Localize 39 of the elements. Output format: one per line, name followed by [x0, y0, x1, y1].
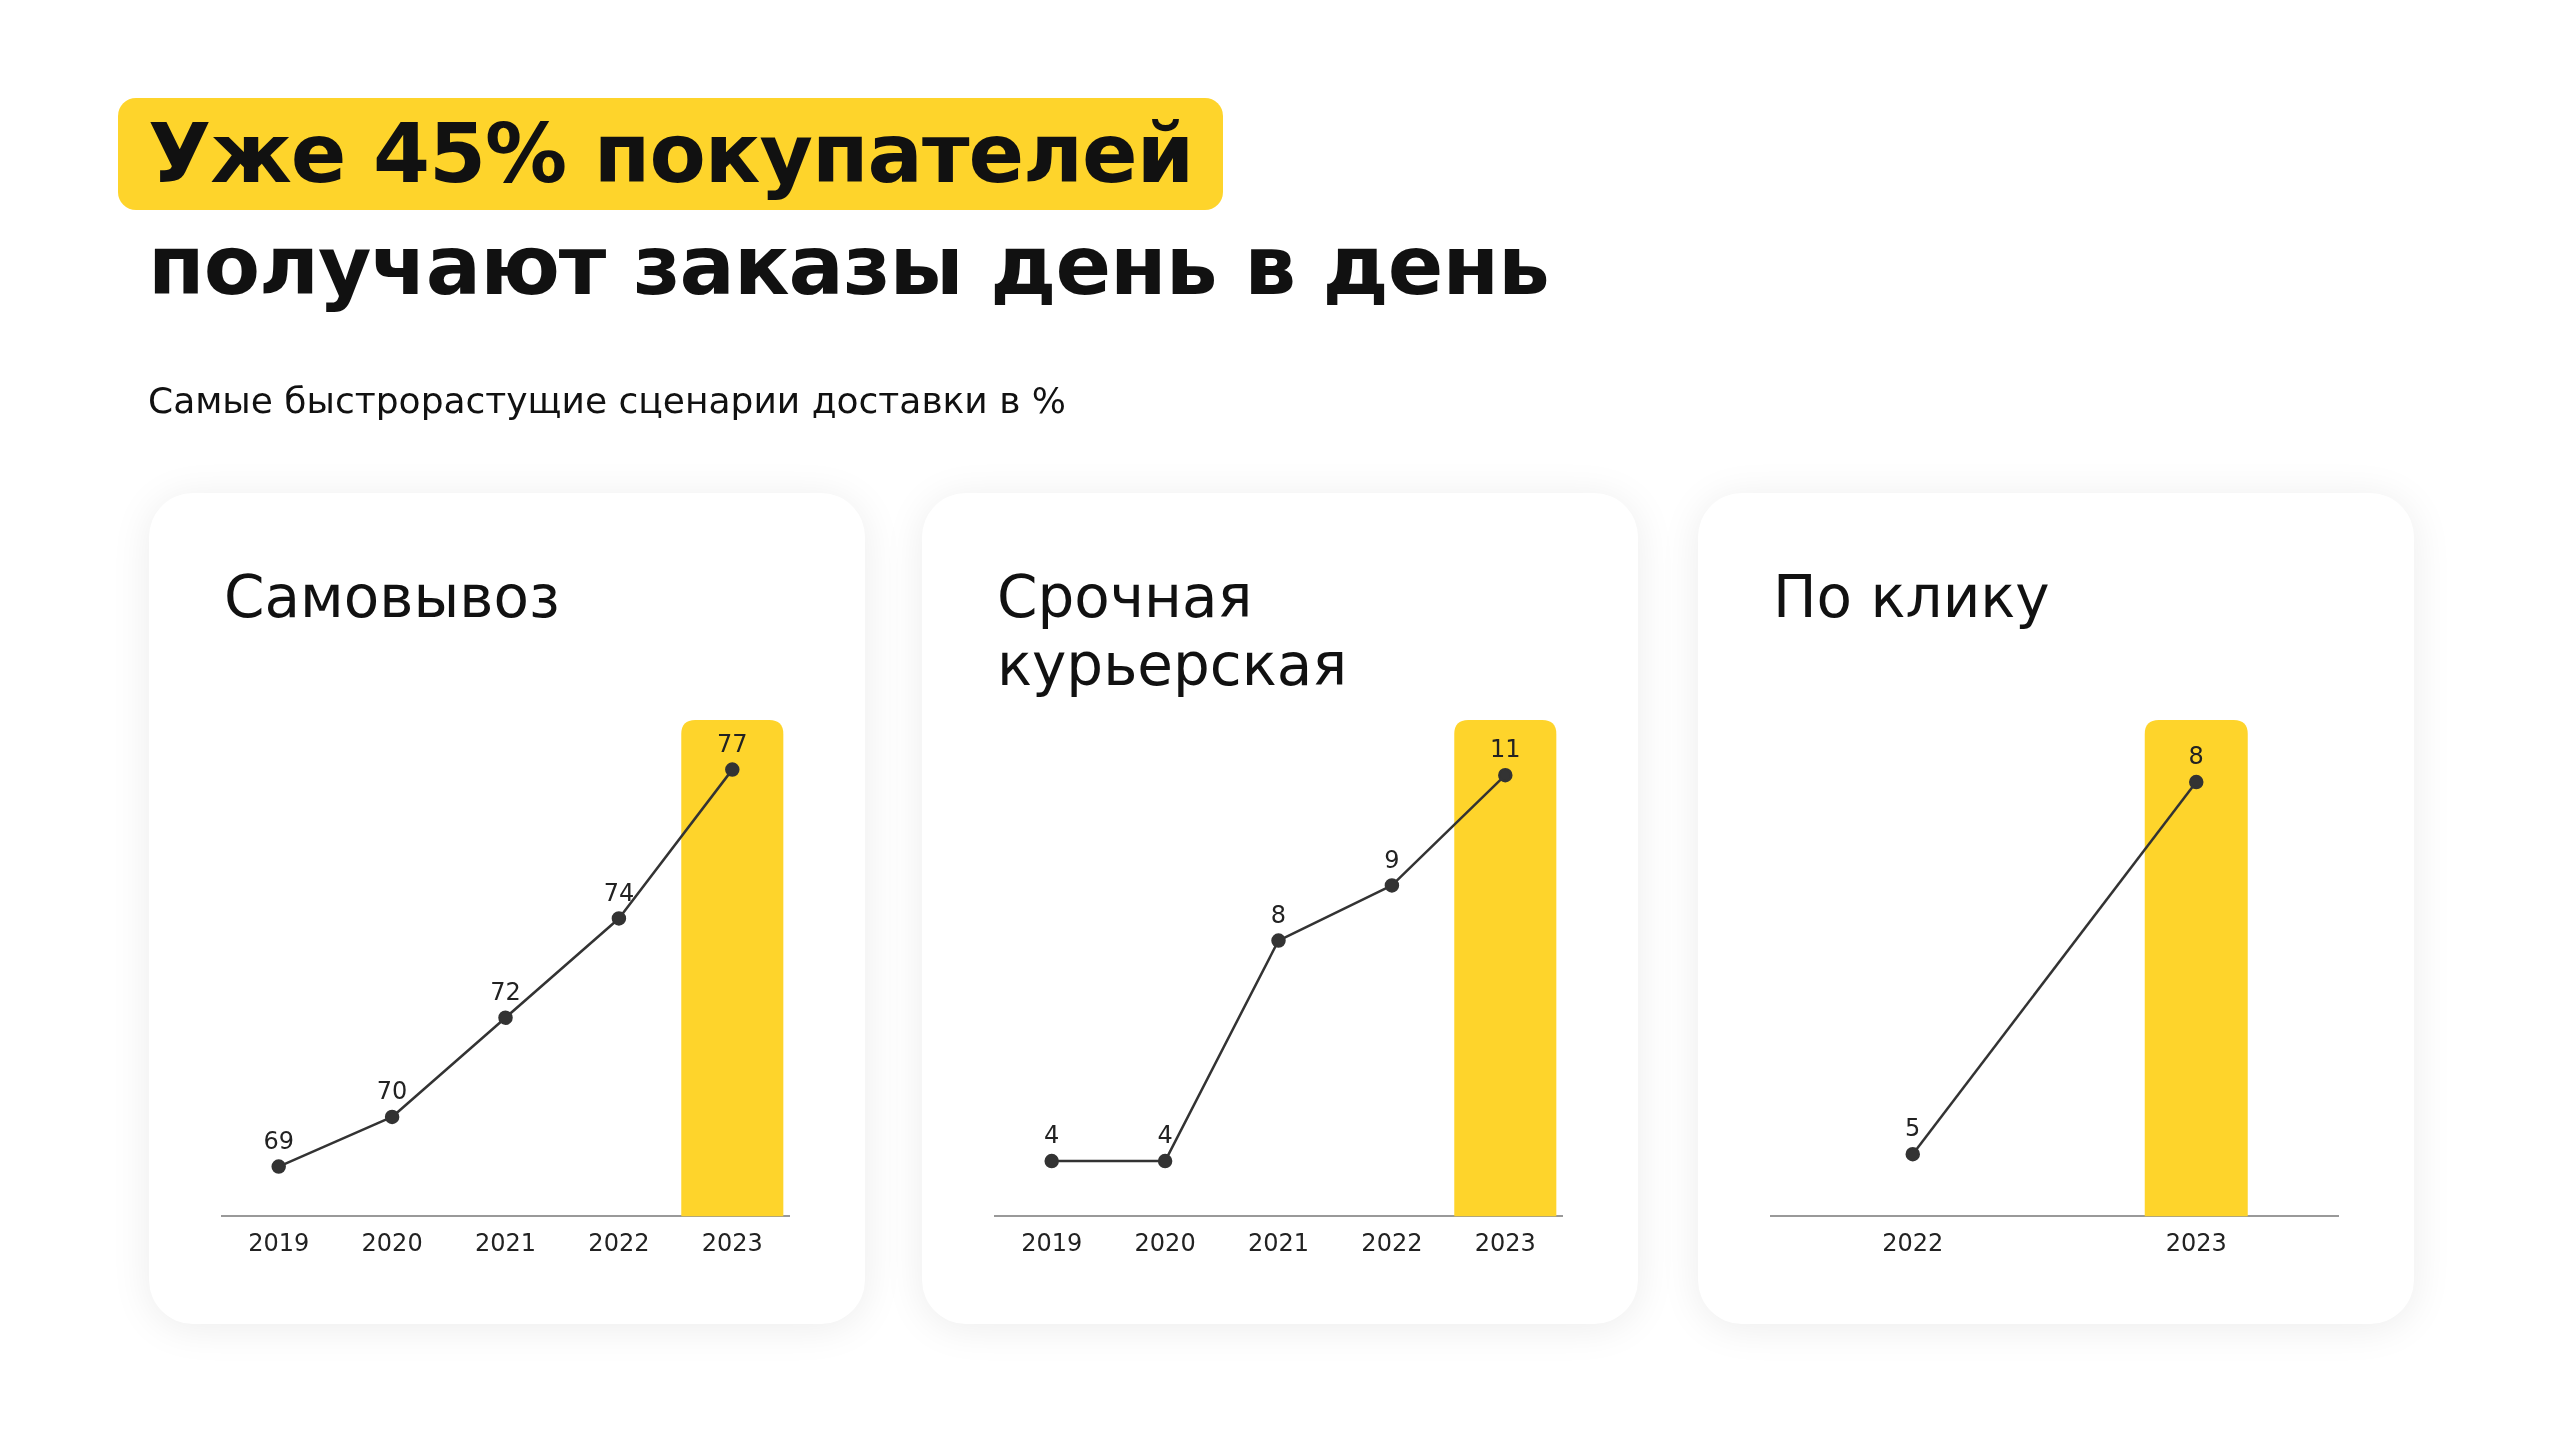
point: [725, 762, 740, 777]
point: [498, 1010, 513, 1025]
data-label: 72: [490, 977, 521, 1006]
text: Уже 45% покупателей получают заказы день в день: [147, 105, 1550, 315]
data-label: 70: [376, 1077, 408, 1106]
point: [271, 1159, 286, 1174]
x-tick-label: 2023: [1474, 1228, 1536, 1257]
data-label: 4: [1044, 1121, 1060, 1150]
point: [1384, 878, 1400, 893]
data-label: 74: [603, 878, 635, 907]
x-tick-label: 2019: [248, 1228, 310, 1257]
point: [1044, 1153, 1059, 1169]
text: Самые быстрорастущие сценарии доставки в %: [148, 380, 1067, 421]
x-tick-label: 2023: [2165, 1228, 2227, 1257]
point: [384, 1109, 400, 1125]
data-label: 5: [1905, 1114, 1921, 1143]
data-label: 77: [717, 729, 748, 758]
data-label: 8: [2188, 742, 2204, 771]
point: [1498, 767, 1513, 783]
x-tick-label: 2020: [361, 1228, 423, 1257]
x-tick-label: 2020: [1134, 1228, 1196, 1257]
point: [611, 911, 627, 926]
x-tick-label: 2022: [1361, 1228, 1423, 1257]
data-label: 8: [1270, 900, 1287, 929]
data-label: 69: [263, 1126, 294, 1155]
x-tick-label: 2021: [474, 1228, 537, 1257]
x-tick-label: 2021: [1247, 1228, 1310, 1257]
data-label: 11: [1490, 735, 1521, 764]
x-tick-label: 2022: [1882, 1228, 1944, 1257]
x-tick-label: 2022: [588, 1228, 650, 1257]
chart-title: Самовывоз: [224, 563, 561, 631]
chart-title: По клику: [1773, 563, 2051, 631]
chart-title: Срочная курьерская: [997, 563, 1349, 699]
data-label: 4: [1157, 1121, 1173, 1150]
point: [1271, 933, 1286, 948]
data-label: 9: [1384, 845, 1400, 874]
x-tick-label: 2023: [701, 1228, 763, 1257]
point: [1157, 1153, 1173, 1169]
x-tick-label: 2019: [1021, 1228, 1083, 1257]
